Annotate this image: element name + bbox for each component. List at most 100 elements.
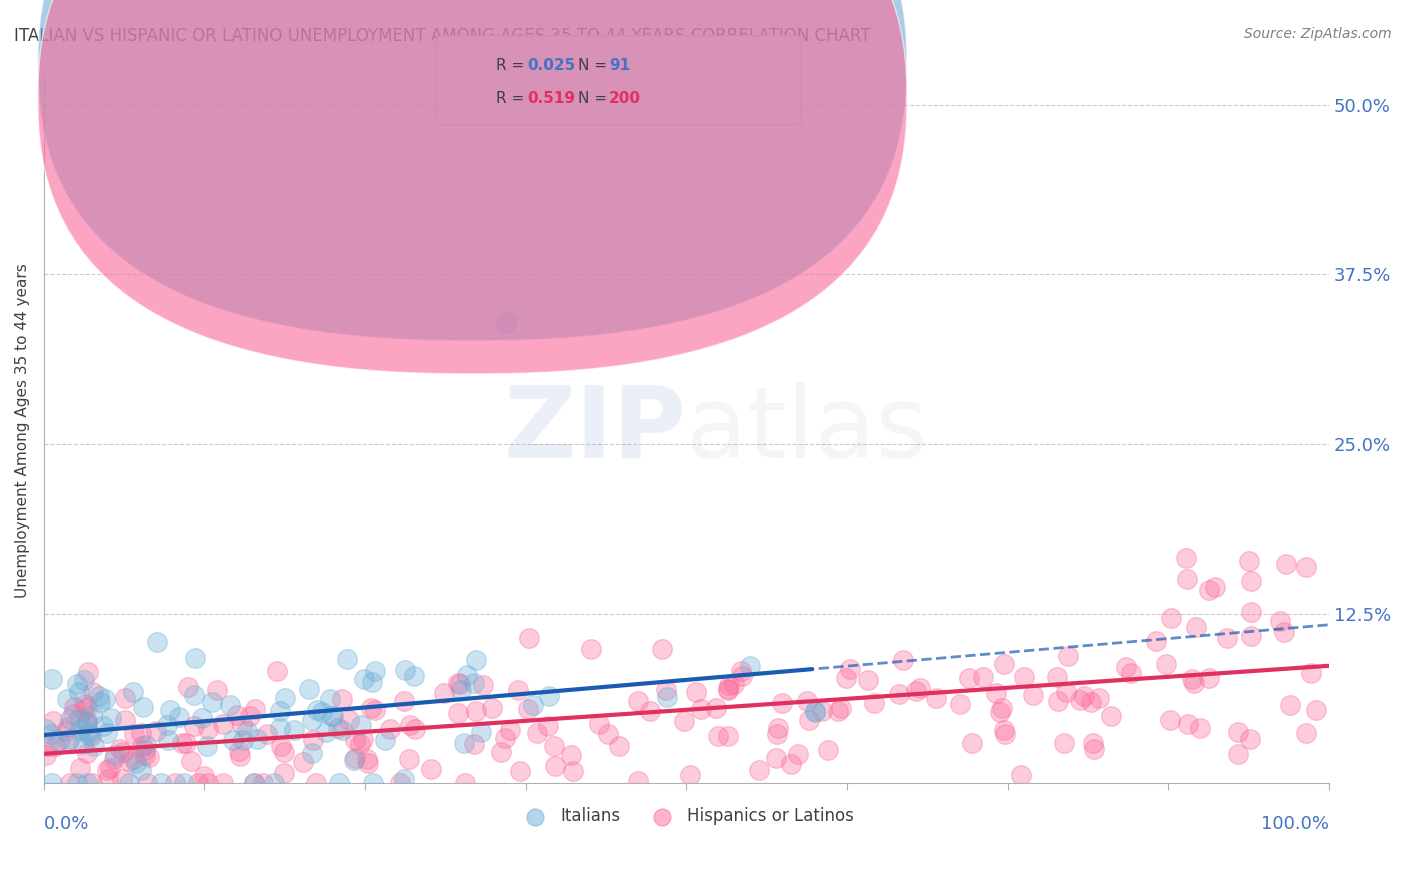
- Point: [125, 756, 148, 770]
- Point: [465, 704, 488, 718]
- Point: [723, 677, 745, 691]
- Point: [256, 726, 278, 740]
- Point: [1046, 694, 1069, 708]
- Point: [302, 732, 325, 747]
- Point: [330, 723, 353, 737]
- Point: [353, 672, 375, 686]
- Text: 200: 200: [609, 91, 641, 105]
- Point: [76, 776, 98, 790]
- Point: [685, 685, 707, 699]
- Point: [273, 746, 295, 760]
- Point: [1021, 688, 1043, 702]
- Point: [657, 690, 679, 704]
- Point: [59, 731, 82, 746]
- Point: [360, 701, 382, 715]
- Point: [1081, 736, 1104, 750]
- Point: [1272, 625, 1295, 640]
- Point: [388, 776, 411, 790]
- Point: [273, 766, 295, 780]
- Point: [1144, 634, 1167, 648]
- Point: [679, 768, 702, 782]
- Point: [350, 718, 373, 732]
- Point: [134, 743, 156, 757]
- Point: [150, 776, 173, 790]
- Point: [66, 677, 89, 691]
- Point: [155, 718, 177, 732]
- Point: [304, 776, 326, 790]
- Point: [39, 727, 62, 741]
- Point: [402, 668, 425, 682]
- Point: [522, 698, 544, 713]
- Point: [770, 697, 793, 711]
- Point: [984, 686, 1007, 700]
- Point: [588, 716, 610, 731]
- Point: [1198, 583, 1220, 598]
- Point: [35, 723, 58, 737]
- Point: [75, 698, 97, 712]
- Point: [76, 699, 98, 714]
- Point: [59, 712, 82, 726]
- Point: [924, 691, 946, 706]
- Point: [177, 681, 200, 695]
- Point: [42, 714, 65, 729]
- Point: [187, 776, 209, 790]
- Point: [111, 772, 134, 786]
- Point: [651, 642, 673, 657]
- Point: [87, 689, 110, 703]
- Text: ITALIAN VS HISPANIC OR LATINO UNEMPLOYMENT AMONG AGES 35 TO 44 YEARS CORRELATION: ITALIAN VS HISPANIC OR LATINO UNEMPLOYME…: [14, 27, 870, 45]
- Point: [100, 761, 122, 775]
- Point: [655, 682, 678, 697]
- Point: [197, 776, 219, 790]
- Point: [957, 671, 980, 685]
- Point: [1088, 691, 1111, 706]
- Point: [811, 705, 834, 719]
- Point: [41, 672, 63, 686]
- Point: [627, 774, 650, 789]
- Point: [420, 762, 443, 776]
- Point: [447, 706, 470, 720]
- Point: [96, 763, 118, 777]
- Point: [134, 747, 156, 762]
- Point: [839, 662, 862, 676]
- Point: [491, 745, 513, 759]
- Text: Source: ZipAtlas.com: Source: ZipAtlas.com: [1244, 27, 1392, 41]
- Point: [738, 658, 761, 673]
- Point: [183, 688, 205, 702]
- Text: 100.0%: 100.0%: [1261, 815, 1329, 833]
- Point: [1073, 689, 1095, 703]
- Point: [1198, 672, 1220, 686]
- Point: [72, 704, 94, 718]
- Point: [82, 708, 104, 723]
- Point: [118, 754, 141, 768]
- Point: [718, 678, 741, 692]
- Point: [450, 682, 472, 697]
- Point: [96, 726, 118, 740]
- Point: [1305, 703, 1327, 717]
- Point: [55, 724, 77, 739]
- Point: [690, 702, 713, 716]
- Point: [374, 733, 396, 747]
- Point: [399, 718, 422, 732]
- Point: [291, 756, 314, 770]
- Point: [103, 752, 125, 766]
- Point: [862, 696, 884, 710]
- Point: [364, 703, 387, 717]
- Point: [1054, 684, 1077, 698]
- Point: [638, 704, 661, 718]
- Point: [537, 719, 560, 733]
- Point: [717, 683, 740, 698]
- Text: 91: 91: [609, 58, 630, 72]
- Point: [993, 723, 1015, 737]
- Point: [787, 747, 810, 761]
- Point: [537, 689, 560, 703]
- Point: [201, 695, 224, 709]
- Point: [183, 719, 205, 733]
- Point: [378, 722, 401, 736]
- Point: [560, 747, 582, 762]
- Text: N =: N =: [578, 58, 612, 72]
- Point: [972, 670, 994, 684]
- Point: [579, 641, 602, 656]
- Point: [136, 776, 159, 790]
- Point: [1295, 559, 1317, 574]
- Point: [1239, 732, 1261, 747]
